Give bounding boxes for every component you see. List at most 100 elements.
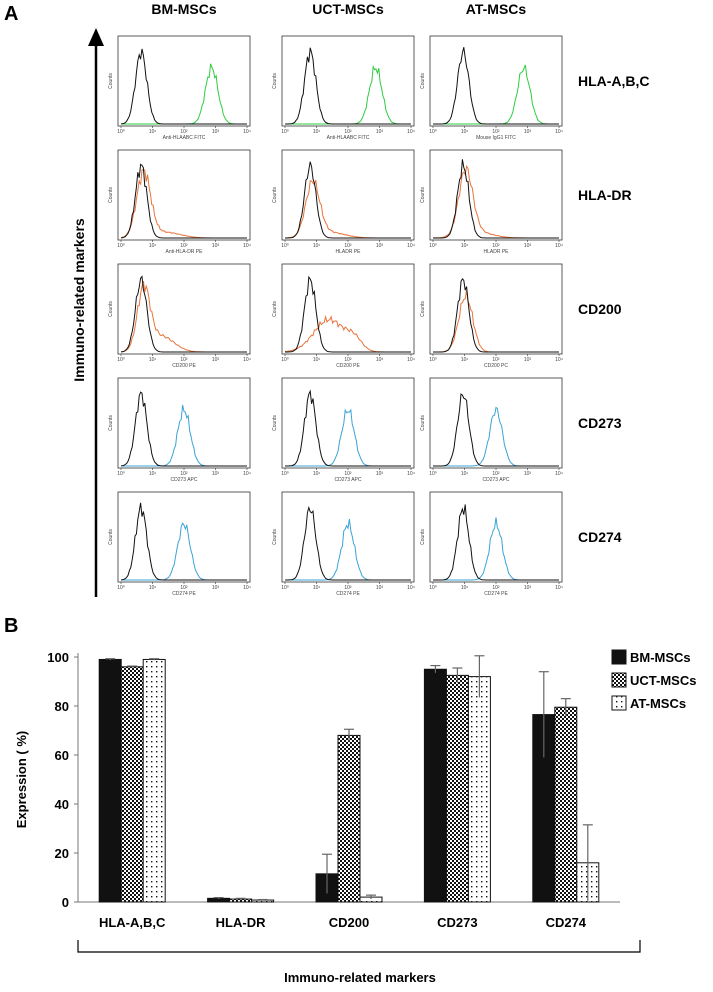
histogram-x-tick-label: 10³ [212,471,220,477]
histogram-x-tick-label: 10¹ [461,471,469,477]
panel-a-label: A [4,3,18,25]
isotype-histogram-curve [120,48,247,125]
histogram-y-label: Counts [272,187,278,203]
bar-legend: BM-MSCs UCT-MSCs AT-MSCs [611,649,696,711]
histogram-frame [429,263,563,355]
histogram-x-label: CD273 APC [171,477,198,483]
histogram-x-tick-label: 10⁰ [281,129,289,135]
histogram-x-tick-label: 10² [180,243,188,249]
histogram-x-tick-label: 10⁰ [281,585,289,591]
histogram-cd274-bm-mscs: Counts 10⁰ 10¹ 10² 10³ 10⁴ CD274 PE [108,491,251,597]
histogram-x-tick-label: 10³ [524,357,532,363]
histogram-y-label: Counts [272,529,278,545]
histogram-y-label: Counts [108,73,114,89]
histogram-x-tick-label: 10³ [212,243,220,249]
histogram-x-tick-label: 10⁰ [429,129,437,135]
histogram-frame [281,491,415,583]
histogram-frame [281,263,415,355]
side-axis-arrow-icon [88,28,104,46]
bar-uct-mscs-cd274 [554,706,578,903]
histogram-y-label: Counts [108,529,114,545]
isotype-histogram-curve [285,389,411,467]
bar-x-tick-label: CD273 [437,915,477,930]
column-titles: BM-MSCs UCT-MSCs AT-MSCs [151,1,526,17]
histogram-frame [117,149,251,241]
marker-label-cd274: CD274 [578,529,622,545]
bar-y-tick-label: 0 [62,895,69,910]
bar-uct-mscs-cd200 [337,734,361,903]
histogram-y-label: Counts [108,187,114,203]
histogram-x-tick-label: 10⁴ [243,585,251,591]
isotype-histogram-curve [120,275,247,353]
histogram-x-label: CD200 PC [484,363,508,369]
histogram-x-tick-label: 10¹ [149,585,157,591]
histogram-frame [281,377,415,469]
isotype-histogram-curve [120,502,247,581]
histogram-x-tick-label: 10³ [524,471,532,477]
histogram-x-tick-label: 10² [344,585,352,591]
histogram-frame [117,491,251,583]
histogram-cd273-at-mscs: Counts 10⁰ 10¹ 10² 10³ 10⁴ CD273 APC [420,377,563,483]
histogram-x-tick-label: 10³ [376,357,384,363]
histogram-x-tick-label: 10⁰ [281,357,289,363]
histogram-hla-a,b,c-uct-mscs: Counts 10⁰ 10¹ 10² 10³ 10⁴ Anti-HLAABC FITC [272,35,415,141]
histogram-x-tick-label: 10³ [524,585,532,591]
isotype-histogram-curve [285,275,411,353]
histogram-x-tick-label: 10⁴ [555,585,563,591]
histogram-x-label: CD200 PE [336,363,360,369]
bar-at-mscs-hla-a,b,c [142,658,166,903]
bar-chart: 0 20 40 60 80 100 Expression ( %) HLA-A,B,C HLA-… [14,650,641,985]
histogram-x-label: HLADR PE [483,249,509,255]
isotype-histogram-curve [285,47,411,125]
histogram-y-label: Counts [420,529,426,545]
histogram-x-tick-label: 10⁴ [243,243,251,249]
histogram-x-tick-label: 10⁴ [243,129,251,135]
histogram-y-label: Counts [108,301,114,317]
histogram-x-tick-label: 10¹ [149,357,157,363]
histogram-x-tick-label: 10⁰ [117,129,125,135]
histogram-frame [117,35,251,127]
legend-label-at-mscs: AT-MSCs [630,696,686,711]
histogram-x-tick-label: 10² [344,357,352,363]
histogram-hla-a,b,c-at-mscs: Counts 10⁰ 10¹ 10² 10³ 10⁴ Mouse IgG1 FITC [420,35,563,141]
bar-bm-mscs-hla-a,b,c [98,658,122,903]
histogram-x-tick-label: 10² [492,357,500,363]
histogram-x-tick-label: 10² [180,129,188,135]
histogram-x-tick-label: 10³ [524,129,532,135]
histogram-x-label: CD274 PE [484,591,508,597]
bar-uct-mscs-hla-a,b,c [120,666,144,903]
histogram-x-tick-label: 10¹ [149,471,157,477]
histogram-y-label: Counts [420,187,426,203]
histogram-x-tick-label: 10² [180,471,188,477]
isotype-histogram-curve [285,161,411,239]
histogram-x-tick-label: 10³ [376,585,384,591]
histogram-x-tick-label: 10² [180,585,188,591]
histogram-x-tick-label: 10² [492,471,500,477]
isotype-histogram-curve [433,47,559,125]
bar-y-tick-label: 20 [55,846,69,861]
histogram-frame [117,377,251,469]
histogram-y-label: Counts [420,415,426,431]
histogram-x-label: HLADR PE [335,249,361,255]
bar-x-tick-label: HLA-DR [216,915,266,930]
histogram-x-tick-label: 10¹ [461,129,469,135]
bar-x-axis-label: Immuno-related markers [284,970,436,985]
column-title-at-mscs: AT-MSCs [466,1,527,17]
histogram-cd273-bm-mscs: Counts 10⁰ 10¹ 10² 10³ 10⁴ CD273 APC [108,377,251,483]
histogram-x-tick-label: 10¹ [461,585,469,591]
histogram-x-label: CD273 APC [335,477,362,483]
histogram-x-tick-label: 10² [344,471,352,477]
histogram-cd200-at-mscs: Counts 10⁰ 10¹ 10² 10³ 10⁴ CD200 PC [420,263,563,369]
histogram-x-label: CD274 PE [336,591,360,597]
histogram-x-tick-label: 10⁰ [281,243,289,249]
histogram-x-label: Mouse IgG1 FITC [476,135,516,141]
histogram-y-label: Counts [272,415,278,431]
histogram-x-tick-label: 10³ [376,243,384,249]
histogram-x-tick-label: 10² [492,243,500,249]
histogram-x-tick-label: 10³ [376,471,384,477]
histogram-y-label: Counts [272,301,278,317]
histogram-y-label: Counts [420,301,426,317]
histogram-x-label: Anti-HLAABC FITC [163,135,206,141]
bar-uct-mscs-cd273 [445,674,469,903]
marker-label-cd273: CD273 [578,415,622,431]
